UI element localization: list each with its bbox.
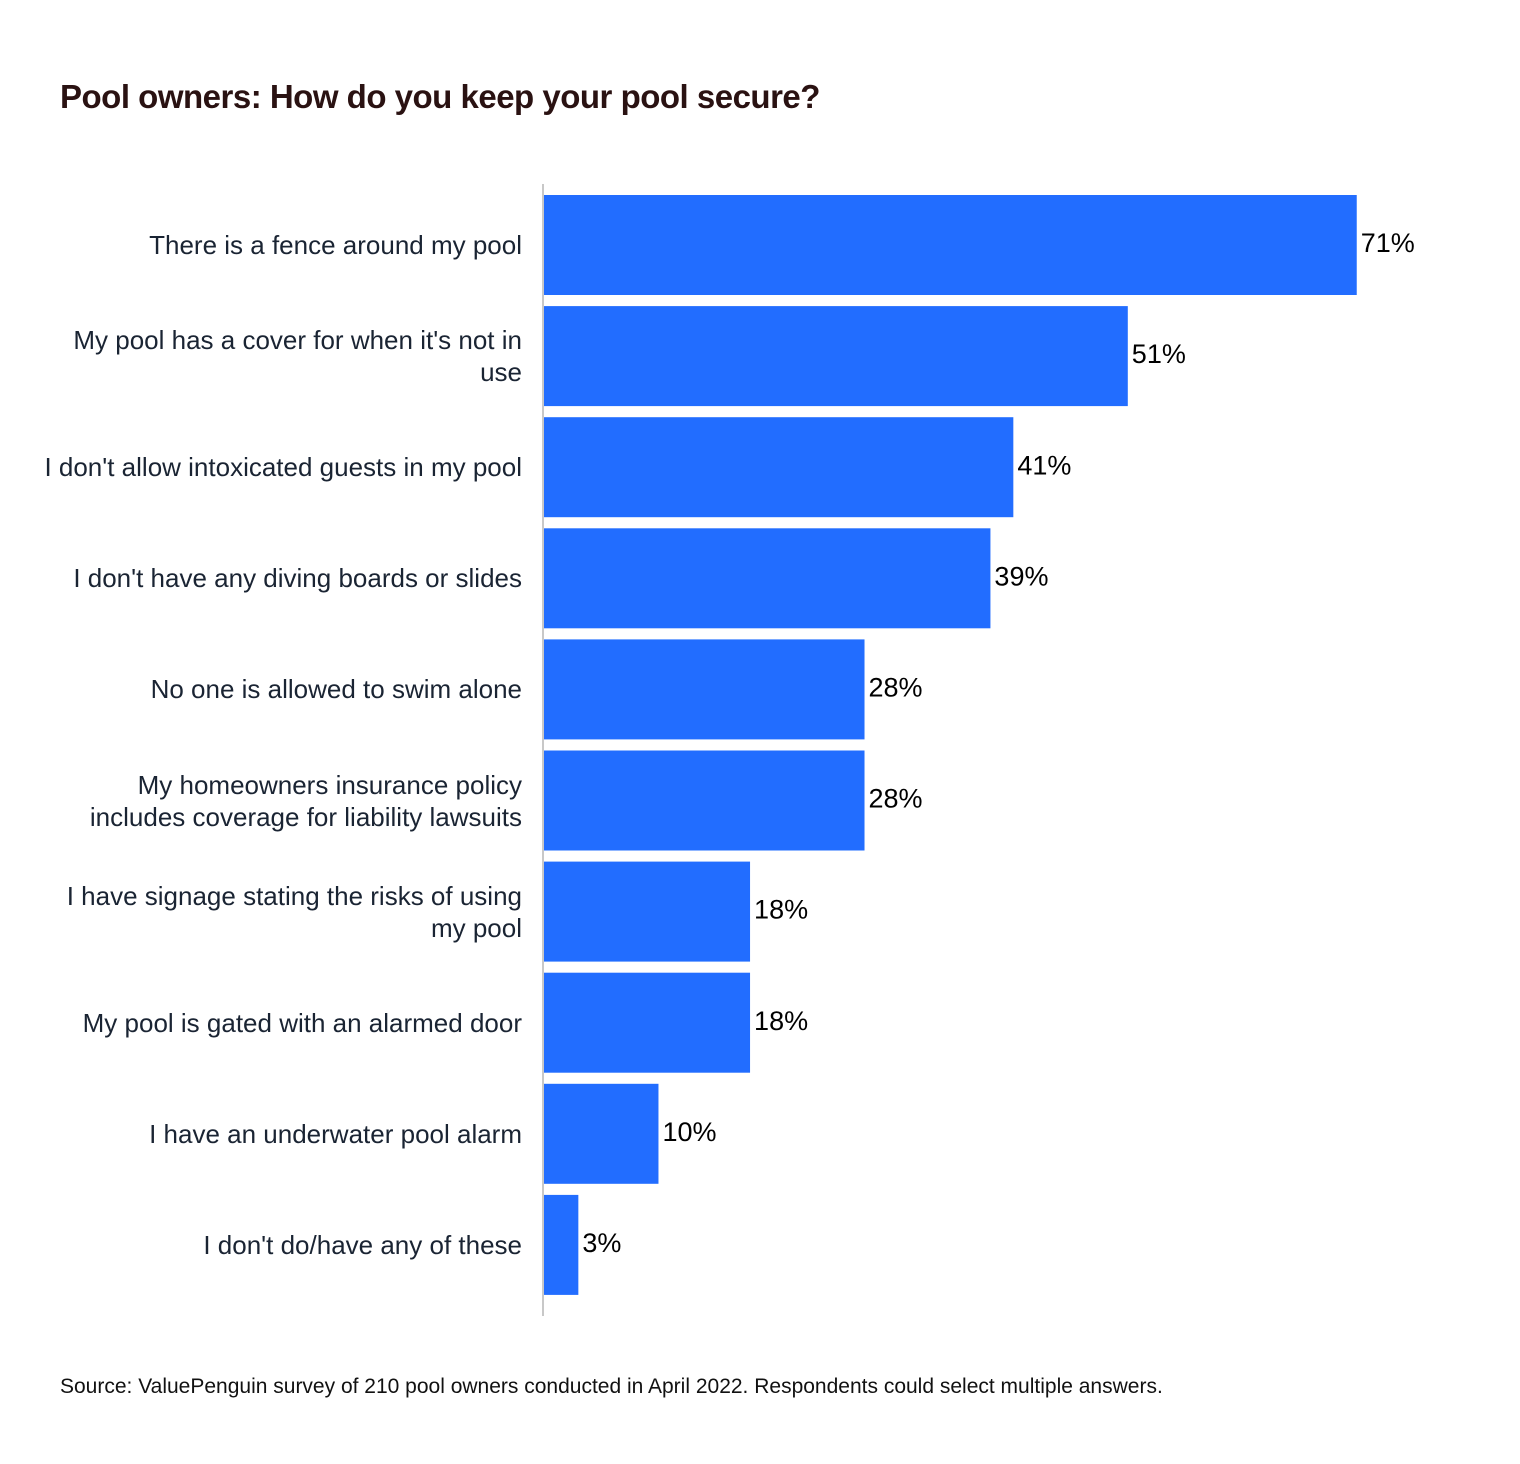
value-label: 28% xyxy=(869,784,923,814)
bar xyxy=(544,972,751,1073)
category-label-box: I have signage stating the risks of usin… xyxy=(40,862,522,962)
value-label: 28% xyxy=(869,673,923,703)
chart-title: Pool owners: How do you keep your pool s… xyxy=(60,78,820,115)
bar xyxy=(544,417,1014,518)
category-label: My homeowners insurance policy includes … xyxy=(89,769,522,832)
category-label-box: My pool has a cover for when it's not in… xyxy=(40,306,522,406)
category-label-box: I have an underwater pool alarm xyxy=(40,1084,522,1184)
category-label: There is a fence around my pool xyxy=(149,230,522,260)
category-label: My pool has a cover for when it's not in… xyxy=(73,325,522,388)
bar xyxy=(544,1194,579,1295)
category-label: I don't allow intoxicated guests in my p… xyxy=(44,452,522,483)
category-label: My pool is gated with an alarmed door xyxy=(82,1007,522,1038)
category-label-box: My homeowners insurance policy includes … xyxy=(40,751,522,851)
category-label: I have signage stating the risks of usin… xyxy=(66,880,522,943)
value-label: 10% xyxy=(662,1117,716,1147)
value-label: 18% xyxy=(754,895,808,925)
category-label: I don't have any diving boards or slides xyxy=(73,563,522,594)
bar xyxy=(544,1083,659,1184)
category-label-box: There is a fence around my pool xyxy=(40,195,522,295)
category-label-box: No one is allowed to swim alone xyxy=(40,639,522,739)
category-label-box: I don't have any diving boards or slides xyxy=(40,528,522,628)
bar xyxy=(544,528,991,629)
category-label: No one is allowed to swim alone xyxy=(150,674,522,705)
bar xyxy=(544,639,865,740)
bar xyxy=(544,306,1128,407)
bar xyxy=(544,195,1357,295)
bar xyxy=(544,750,865,851)
category-label-box: My pool is gated with an alarmed door xyxy=(40,973,522,1073)
source-note: Source: ValuePenguin survey of 210 pool … xyxy=(60,1375,1163,1398)
value-label: 3% xyxy=(582,1228,621,1258)
value-label: 41% xyxy=(1017,450,1071,480)
category-label-box: I don't allow intoxicated guests in my p… xyxy=(40,417,522,517)
category-label: I have an underwater pool alarm xyxy=(149,1118,522,1149)
value-label: 51% xyxy=(1132,339,1186,369)
value-label: 18% xyxy=(754,1006,808,1036)
category-label-box: I don't do/have any of these xyxy=(40,1195,522,1295)
value-label: 71% xyxy=(1361,228,1415,258)
category-label: I don't do/have any of these xyxy=(203,1229,522,1260)
value-label: 39% xyxy=(994,561,1048,591)
bar xyxy=(544,861,751,962)
